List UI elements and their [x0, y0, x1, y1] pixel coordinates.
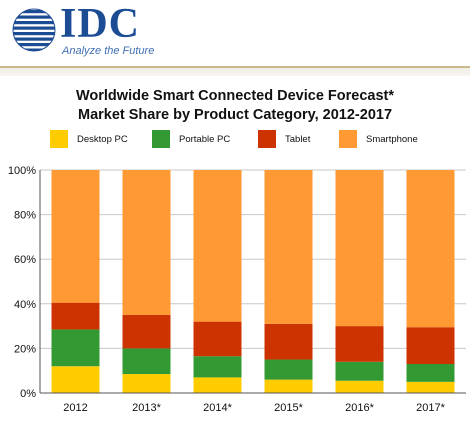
bar-segment: [122, 314, 171, 349]
bar-segment: [264, 170, 313, 324]
bar-segment: [335, 361, 384, 381]
bar-segment: [51, 170, 100, 303]
bar-segment: [193, 377, 242, 393]
bar-segment: [264, 359, 313, 380]
bar-segment: [122, 374, 171, 393]
bar-segment: [122, 348, 171, 375]
header: IDC Analyze the Future: [0, 0, 470, 66]
bar-segment: [264, 379, 313, 393]
legend-item-portable-pc: Portable PC: [152, 129, 230, 149]
bar-segment: [406, 170, 455, 328]
x-tick-label: 2013*: [132, 402, 161, 414]
bar-segment: [51, 302, 100, 330]
bar-segment: [335, 380, 384, 393]
x-tick-label: 2014*: [203, 402, 232, 414]
bar-segment: [264, 323, 313, 360]
bar-segment: [406, 327, 455, 365]
chart-legend: Desktop PC Portable PC Tablet Smartphone: [0, 129, 470, 149]
legend-label-desktop-pc: Desktop PC: [77, 133, 128, 145]
bar-segment: [335, 170, 384, 327]
legend-item-smartphone: Smartphone: [339, 129, 418, 149]
bar-segment: [193, 170, 242, 322]
chart-title: Worldwide Smart Connected Device Forecas…: [0, 87, 470, 125]
bar-segment: [193, 321, 242, 357]
x-tick-label: 2012: [63, 402, 87, 414]
bar-segment: [335, 326, 384, 362]
legend-item-desktop-pc: Desktop PC: [50, 129, 128, 149]
stacked-bar-chart: 0% 20% 40% 60% 80% 100% 2012 2013* 2014* 2015* 201…: [8, 165, 466, 414]
logo-tagline: Analyze the Future: [62, 45, 155, 57]
y-tick-label: 100%: [8, 165, 36, 177]
x-tick-label: 2016*: [345, 402, 374, 414]
x-tick-label: 2017*: [416, 402, 445, 414]
bar-segment: [51, 366, 100, 393]
bar-segment: [122, 170, 171, 315]
y-tick-label: 40%: [14, 299, 36, 311]
y-tick-label: 20%: [14, 343, 36, 355]
legend-label-tablet: Tablet: [285, 133, 311, 145]
y-tick-label: 0%: [20, 388, 36, 400]
header-divider: [0, 66, 470, 76]
legend-label-smartphone: Smartphone: [366, 133, 418, 145]
bar-segment: [51, 329, 100, 367]
x-tick-label: 2015*: [274, 402, 303, 414]
chart-title-line-1: Worldwide Smart Connected Device Forecas…: [75, 88, 395, 104]
y-tick-label: 80%: [14, 210, 36, 222]
bar-segment: [406, 364, 455, 382]
logo-text: IDC: [60, 1, 141, 47]
globe-logo-icon: [12, 8, 56, 52]
y-tick-label: 60%: [14, 254, 36, 266]
legend-item-tablet: Tablet: [258, 129, 310, 149]
legend-label-portable-pc: Portable PC: [179, 133, 231, 145]
bar-segment: [406, 381, 455, 393]
legend-swatch-desktop-pc: [50, 130, 68, 148]
legend-swatch-portable-pc: [152, 130, 170, 148]
legend-swatch-smartphone: [339, 130, 357, 148]
bar-segment: [193, 356, 242, 378]
legend-swatch-tablet: [258, 130, 276, 148]
chart-title-line-2: Market Share by Product Category, 2012-2…: [77, 107, 393, 123]
